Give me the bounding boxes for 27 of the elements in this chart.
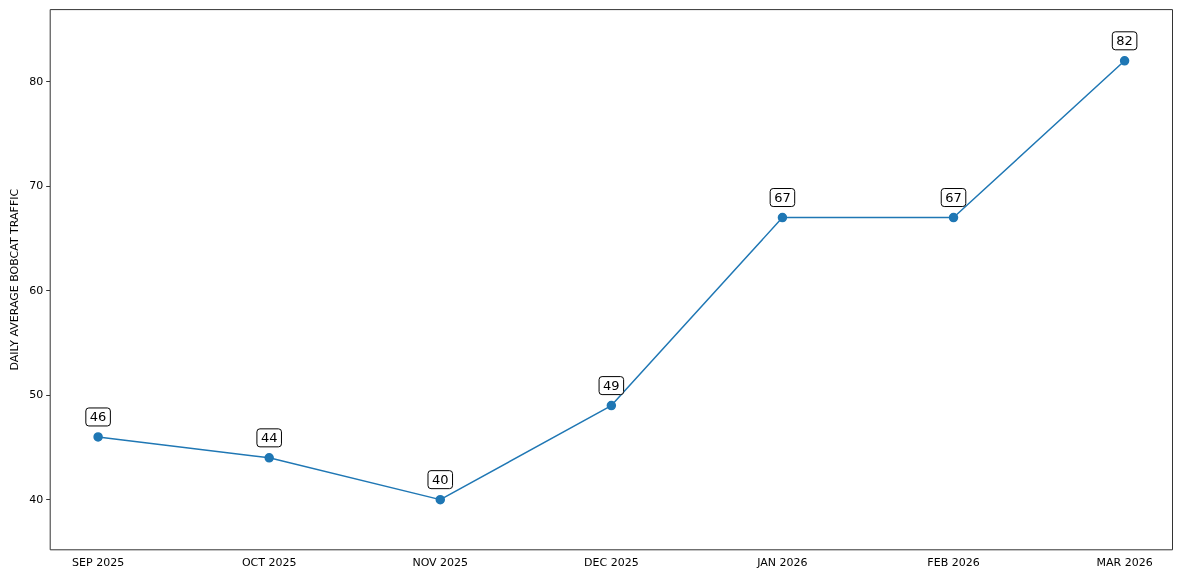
data-label: 67 (945, 189, 962, 205)
y-tick-label: 80 (29, 74, 44, 88)
data-label: 46 (89, 409, 107, 425)
x-tick-label: NOV 2025 (412, 556, 469, 570)
point (1119, 56, 1130, 66)
point (264, 453, 274, 463)
data-label: 67 (774, 189, 791, 205)
data-label: 82 (1116, 33, 1133, 49)
y-tick-label: 50 (29, 388, 44, 402)
point (606, 400, 617, 411)
x-tick-label: DEC 2025 (584, 556, 639, 570)
x-tick-label: OCT 2025 (241, 556, 297, 570)
y-axis-title: DAILY AVERAGE BOBCAT TRAFFIC (8, 188, 22, 371)
data-label: 44 (260, 430, 278, 446)
data-label: 40 (431, 472, 449, 488)
y-tick-label: 40 (29, 492, 44, 506)
x-tick-label: JAN 2026 (756, 556, 808, 570)
y-tick-label: 60 (29, 283, 44, 297)
x-tick-label: MAR 2026 (1096, 556, 1153, 570)
point (948, 212, 959, 223)
point (777, 212, 788, 223)
data-label: 49 (603, 377, 620, 393)
point (93, 432, 103, 442)
x-tick-label: FEB 2026 (927, 556, 980, 570)
point (435, 494, 446, 505)
y-tick-label: 70 (29, 179, 44, 193)
x-tick-label: SEP 2025 (72, 556, 125, 570)
